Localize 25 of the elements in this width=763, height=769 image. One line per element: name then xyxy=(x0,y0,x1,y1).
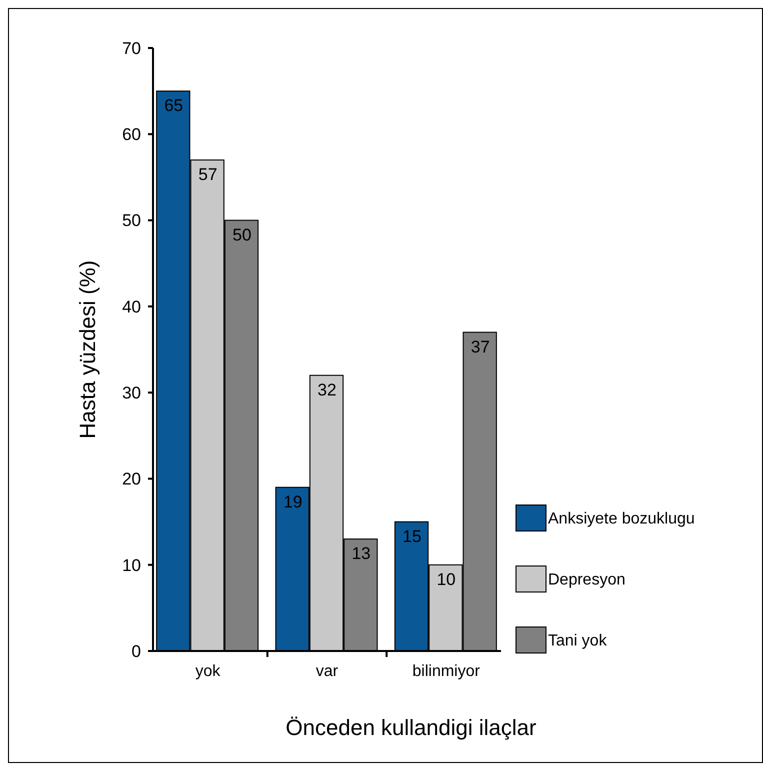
data-label: 19 xyxy=(283,492,302,512)
data-label: 13 xyxy=(352,544,371,564)
y-tick-label: 0 xyxy=(132,642,141,661)
y-axis-title: Hasta yüzdesi (%) xyxy=(75,260,100,439)
x-axis-title: Önceden kullandigi ilaçlar xyxy=(286,715,536,740)
data-label: 15 xyxy=(402,526,422,546)
y-tick-label: 60 xyxy=(122,125,141,144)
legend-label: Depresyon xyxy=(548,572,626,589)
x-tick-label: var xyxy=(316,663,339,680)
data-label: 50 xyxy=(232,225,252,244)
legend-label: Tani yok xyxy=(548,632,608,650)
data-label: 37 xyxy=(470,337,490,356)
legend-label: Anksiyete bozuklugu xyxy=(548,510,695,528)
y-tick-label: 20 xyxy=(122,470,141,489)
x-tick-label: yok xyxy=(195,663,222,680)
x-tick-label: bilinmiyor xyxy=(412,663,481,680)
y-tick-label: 50 xyxy=(122,211,141,230)
data-label: 32 xyxy=(318,380,336,400)
y-tick-label: 10 xyxy=(122,556,141,575)
data-label: 57 xyxy=(198,164,218,184)
data-label: 10 xyxy=(436,570,456,589)
y-tick-label: 70 xyxy=(122,38,141,58)
y-tick-label: 40 xyxy=(122,297,141,316)
data-label: 65 xyxy=(164,96,184,116)
y-tick-label: 30 xyxy=(122,384,141,403)
